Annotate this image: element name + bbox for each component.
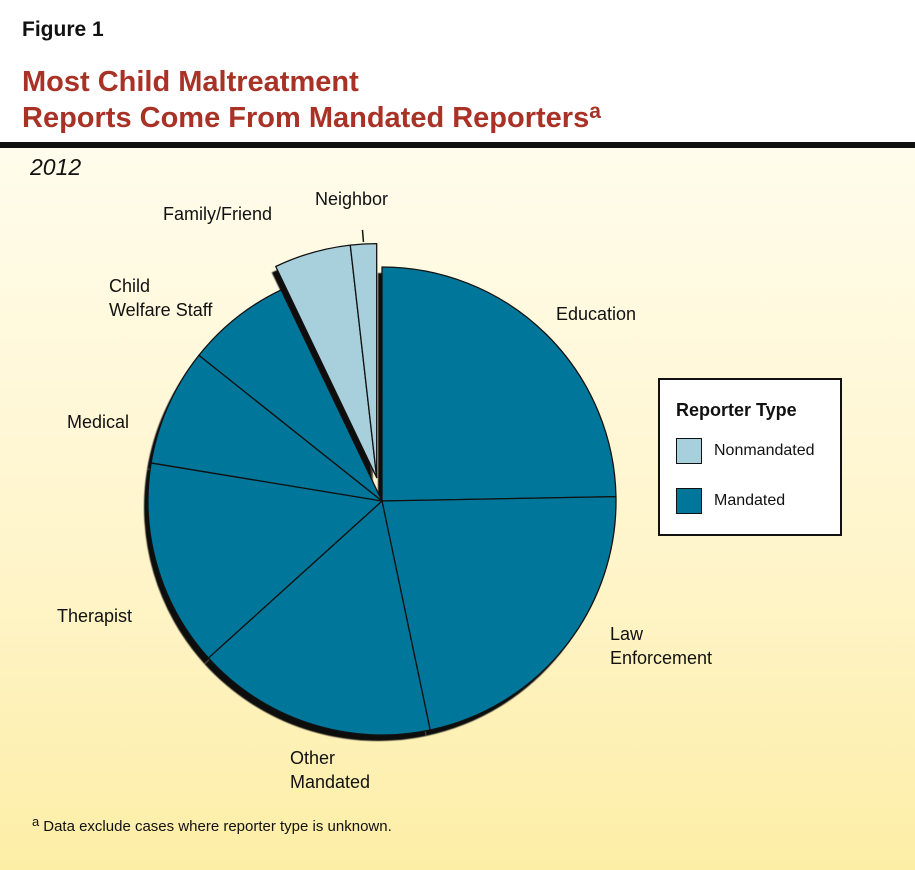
slice-label-therapist: Therapist: [57, 606, 132, 626]
pie-slice-law-enforcement: [381, 495, 617, 731]
footnote: a Data exclude cases where reporter type …: [32, 815, 392, 835]
label-leaders: [361, 229, 365, 243]
leader-line-neighbor: [361, 229, 365, 243]
chart-title-line2: Reports Come From Mandated Reportersa: [22, 100, 902, 136]
pie-slice-neighbor: [349, 242, 378, 479]
figure-label: Figure 1: [22, 18, 104, 41]
pie-slices: [147, 242, 617, 736]
footnote-marker: a: [32, 814, 40, 829]
legend-label-nonmandated: Nonmandated: [714, 442, 815, 459]
legend-swatch-nonmandated: [676, 438, 702, 464]
legend-title: Reporter Type: [676, 400, 797, 420]
pie-slice-education: [381, 266, 617, 502]
slice-label-child-welfare-staff: Child Welfare Staff: [109, 276, 213, 320]
legend-item-nonmandated: Nonmandated: [676, 438, 836, 466]
slice-label-law-enforcement: Law Enforcement: [610, 624, 712, 668]
legend: Reporter Type Nonmandated Mandated: [658, 378, 842, 536]
title-rule: [0, 142, 915, 148]
chart-title: Most Child Maltreatment Reports Come Fro…: [22, 64, 902, 136]
chart-title-line1: Most Child Maltreatment: [22, 66, 359, 98]
slice-labels: Education Law Enforcement Other Mandated Ther…: [57, 189, 712, 792]
slice-label-other-mandated: Other Mandated: [290, 748, 370, 792]
pie-slice-child-welfare-staff: [198, 289, 383, 502]
chart-subtitle: 2012: [30, 154, 82, 180]
slice-label-neighbor: Neighbor: [315, 189, 388, 209]
footnote-text: Data exclude cases where reporter type i…: [43, 818, 392, 835]
slice-label-family-friend: Family/Friend: [163, 204, 272, 224]
chart-title-line2-text: Reports Come From Mandated Reporters: [22, 102, 590, 134]
pie-slice-medical: [150, 354, 383, 502]
legend-label-mandated: Mandated: [714, 492, 786, 509]
pie-slice-therapist: [147, 462, 383, 659]
legend-swatch-mandated: [676, 488, 702, 514]
slice-label-medical: Medical: [67, 412, 129, 432]
slice-label-education: Education: [556, 304, 636, 324]
title-footnote-marker: a: [589, 100, 601, 123]
pie-slice-other-mandated: [207, 500, 431, 736]
legend-item-mandated: Mandated: [676, 488, 836, 516]
